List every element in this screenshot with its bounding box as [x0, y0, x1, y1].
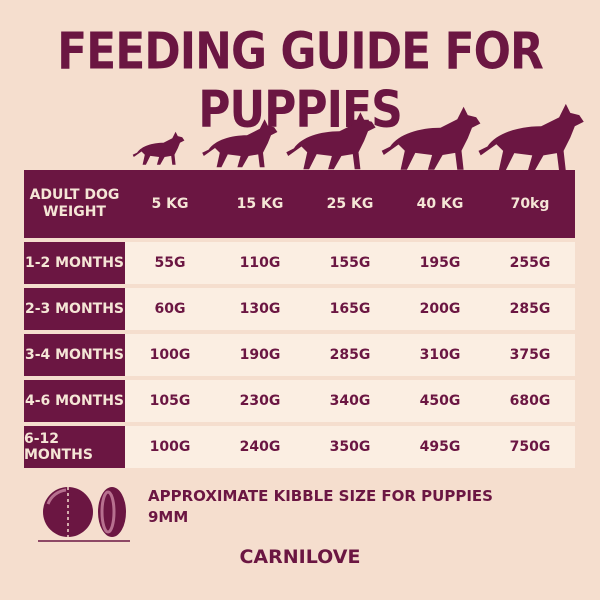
- table-cell: 155G: [329, 255, 371, 271]
- kibble-size: 9MM: [148, 508, 189, 526]
- table-cell: 495G: [419, 439, 461, 455]
- table-cell: 165G: [329, 301, 371, 317]
- weight-header: 40 KG: [416, 195, 464, 212]
- kibble-info: APPROXIMATE KIBBLE SIZE FOR PUPPIES 9MM: [148, 486, 493, 528]
- table-cell: 100G: [149, 347, 191, 363]
- table-cell: 100G: [149, 439, 191, 455]
- table-cell: 240G: [239, 439, 281, 455]
- table-header: ADULT DOG WEIGHT 5 KG 15 KG 25 KG 40 KG …: [24, 170, 575, 238]
- table-cell: 55G: [154, 255, 186, 271]
- table-cell: 310G: [419, 347, 461, 363]
- weight-header: 25 KG: [326, 195, 374, 212]
- age-label: 1-2 MONTHS: [24, 242, 125, 284]
- table-cell: 450G: [419, 393, 461, 409]
- kibble-title: APPROXIMATE KIBBLE SIZE FOR PUPPIES: [148, 487, 493, 505]
- row-values: 105G 230G 340G 450G 680G: [125, 380, 575, 422]
- table-row: 1-2 MONTHS 55G 110G 155G 195G 255G: [24, 242, 575, 284]
- table-cell: 375G: [509, 347, 551, 363]
- table-cell: 750G: [509, 439, 551, 455]
- table-cell: 195G: [419, 255, 461, 271]
- dog-silhouette-icon: [286, 112, 376, 170]
- table-cell: 230G: [239, 393, 281, 409]
- dog-silhouette-icon: [202, 119, 278, 168]
- age-label: 3-4 MONTHS: [24, 334, 125, 376]
- table-cell: 190G: [239, 347, 281, 363]
- table-cell: 130G: [239, 301, 281, 317]
- table-row: 3-4 MONTHS 100G 190G 285G 310G 375G: [24, 334, 575, 376]
- row-values: 100G 240G 350G 495G 750G: [125, 426, 575, 468]
- weight-header: 70kg: [510, 195, 550, 212]
- table-cell: 255G: [509, 255, 551, 271]
- row-values: 60G 130G 165G 200G 285G: [125, 288, 575, 330]
- table-cell: 285G: [329, 347, 371, 363]
- table-cell: 285G: [509, 301, 551, 317]
- age-label: 2-3 MONTHS: [24, 288, 125, 330]
- feeding-table: ADULT DOG WEIGHT 5 KG 15 KG 25 KG 40 KG …: [24, 170, 575, 468]
- weight-header: 5 KG: [151, 195, 189, 212]
- table-row: 2-3 MONTHS 60G 130G 165G 200G 285G: [24, 288, 575, 330]
- brand-logo: CARNILOVE: [239, 546, 361, 568]
- row-values: 55G 110G 155G 195G 255G: [125, 242, 575, 284]
- table-cell: 200G: [419, 301, 461, 317]
- table-cell: 110G: [239, 255, 281, 271]
- corner-label: ADULT DOG WEIGHT: [24, 170, 125, 238]
- table-row: 6-12 MONTHS 100G 240G 350G 495G 750G: [24, 426, 575, 468]
- row-values: 100G 190G 285G 310G 375G: [125, 334, 575, 376]
- table-cell: 350G: [329, 439, 371, 455]
- table-cell: 60G: [154, 301, 186, 317]
- weight-header: 15 KG: [236, 195, 284, 212]
- kibble-icon: [38, 487, 130, 542]
- table-cell: 680G: [509, 393, 551, 409]
- corner-label-line1: ADULT DOG: [29, 187, 120, 203]
- dog-silhouette-icon: [381, 106, 481, 170]
- age-label: 4-6 MONTHS: [24, 380, 125, 422]
- dog-silhouette-icon: [132, 131, 185, 165]
- corner-label-line2: WEIGHT: [43, 204, 106, 220]
- table-cell: 105G: [149, 393, 191, 409]
- table-cell: 340G: [329, 393, 371, 409]
- dog-silhouette-icon: [478, 103, 584, 172]
- age-label: 6-12 MONTHS: [24, 426, 125, 468]
- page-title: FEEDING GUIDE FOR PUPPIES: [57, 22, 544, 140]
- table-row: 4-6 MONTHS 105G 230G 340G 450G 680G: [24, 380, 575, 422]
